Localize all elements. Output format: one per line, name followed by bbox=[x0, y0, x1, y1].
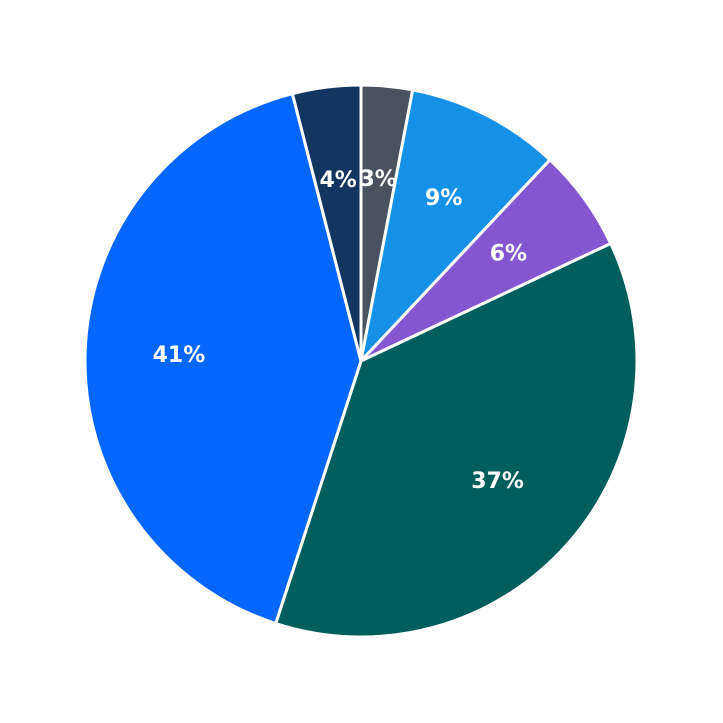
pie-slices bbox=[83, 83, 639, 639]
pie-slice-5 bbox=[290, 83, 363, 363]
pie-slice-label-4: 41% bbox=[153, 343, 206, 368]
pie-slice-3 bbox=[274, 241, 639, 639]
pie-slice-4 bbox=[83, 92, 363, 625]
pie-slice-1 bbox=[359, 88, 552, 363]
pie-slice-label-1: 9% bbox=[425, 186, 462, 211]
pie-slice-label-3: 37% bbox=[471, 469, 524, 494]
pie-slice-label-0: 3% bbox=[359, 167, 396, 192]
pie-labels: 3% 9% 6% 37% 41% 4% bbox=[153, 167, 527, 494]
pie-slice-label-5: 4% bbox=[319, 168, 356, 193]
pie-slice-label-2: 6% bbox=[490, 241, 527, 266]
